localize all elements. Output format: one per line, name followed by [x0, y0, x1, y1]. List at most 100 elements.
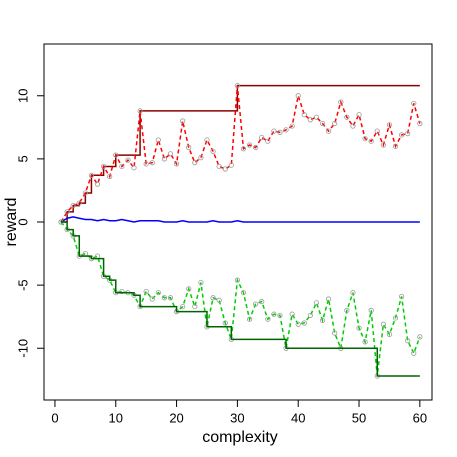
point — [398, 132, 405, 138]
point — [149, 296, 155, 302]
point — [234, 277, 240, 283]
x-tick-label: 30 — [230, 410, 244, 425]
point — [362, 136, 368, 142]
point — [210, 148, 216, 154]
point — [356, 112, 362, 118]
point — [161, 295, 168, 301]
x-tick-label: 60 — [413, 410, 427, 425]
y-tick-label: -10 — [15, 339, 30, 358]
point — [289, 123, 295, 129]
point — [392, 143, 399, 149]
point — [198, 155, 204, 161]
point — [64, 209, 70, 215]
point — [137, 108, 143, 114]
series-line — [61, 221, 420, 377]
point — [392, 315, 399, 321]
point — [131, 165, 137, 171]
point — [253, 301, 259, 307]
point — [277, 129, 283, 135]
point — [307, 312, 313, 319]
point — [411, 100, 417, 106]
point — [405, 131, 411, 137]
point — [155, 137, 161, 143]
point — [374, 128, 380, 134]
point — [100, 163, 107, 170]
point — [143, 288, 149, 295]
point — [204, 137, 210, 143]
point — [186, 144, 192, 151]
series-line — [60, 85, 421, 223]
point — [301, 112, 307, 118]
point — [246, 142, 253, 148]
point — [228, 162, 234, 168]
point — [113, 152, 119, 158]
point — [338, 99, 344, 105]
point — [271, 311, 277, 317]
point — [405, 338, 411, 344]
point — [192, 303, 198, 310]
point — [386, 331, 393, 337]
point — [119, 288, 125, 295]
point — [259, 134, 265, 141]
point — [161, 156, 168, 162]
point — [167, 295, 174, 301]
y-tick-label: -5 — [15, 279, 30, 291]
x-tick-label: 50 — [352, 410, 366, 425]
point — [417, 334, 423, 340]
point — [107, 173, 113, 180]
point — [380, 321, 386, 327]
x-tick-label: 0 — [51, 410, 58, 425]
point — [143, 161, 149, 167]
point — [319, 317, 326, 324]
point — [167, 151, 174, 157]
x-tick-label: 20 — [169, 410, 183, 425]
point — [332, 330, 338, 336]
point — [70, 202, 76, 209]
point — [277, 312, 283, 319]
point — [88, 172, 95, 178]
point — [326, 296, 332, 302]
point — [398, 293, 405, 300]
point — [283, 127, 289, 133]
y-tick-label: 0 — [15, 218, 30, 225]
point — [265, 138, 271, 144]
point — [313, 114, 320, 120]
point — [295, 321, 301, 327]
point — [259, 298, 265, 305]
point — [295, 93, 301, 99]
point — [326, 128, 332, 134]
point — [222, 320, 228, 326]
point — [240, 146, 247, 152]
series-line — [60, 221, 421, 377]
point — [362, 339, 368, 345]
point — [216, 163, 222, 170]
point — [368, 307, 374, 313]
point — [350, 290, 356, 296]
y-axis-label: reward — [3, 198, 20, 247]
series-line — [61, 84, 420, 223]
point — [344, 307, 350, 313]
point — [356, 325, 362, 331]
point — [198, 279, 204, 286]
point — [271, 128, 277, 134]
series-line — [60, 216, 420, 223]
point — [222, 166, 228, 172]
point — [289, 311, 295, 317]
point — [246, 316, 253, 322]
point — [125, 157, 131, 163]
point — [313, 300, 320, 306]
point — [319, 120, 326, 127]
point — [149, 160, 155, 166]
point — [173, 161, 180, 167]
point — [332, 120, 338, 127]
point — [344, 114, 350, 120]
point — [234, 83, 240, 89]
point — [411, 350, 417, 356]
point — [307, 117, 313, 123]
x-tick-label: 40 — [291, 410, 305, 425]
point — [265, 316, 271, 322]
point — [350, 123, 356, 129]
point — [417, 120, 423, 127]
